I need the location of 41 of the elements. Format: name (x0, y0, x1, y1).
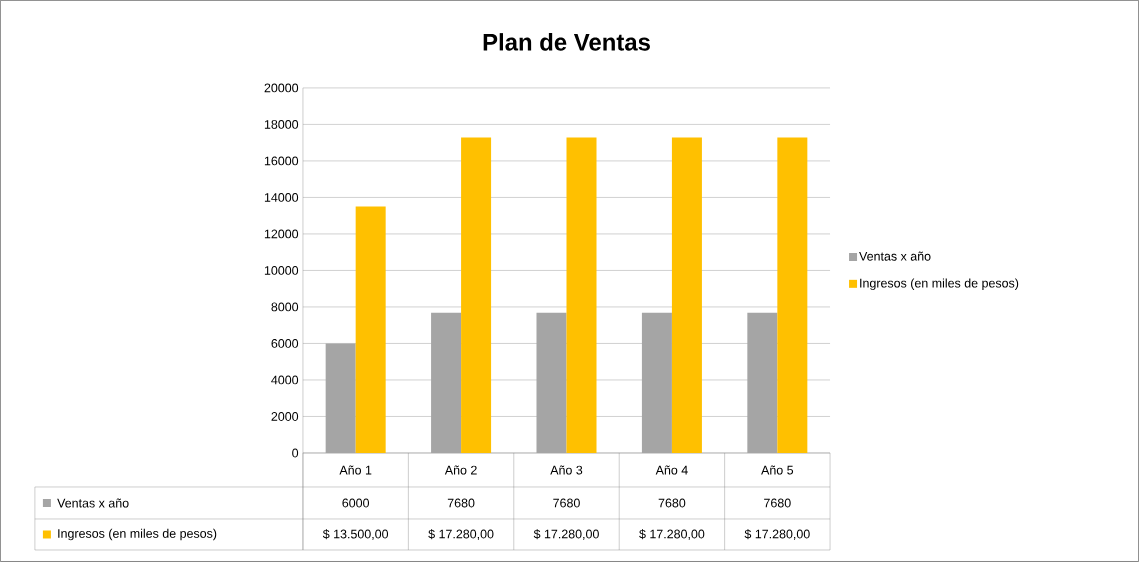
data-label: 7680 (553, 498, 580, 508)
x-tick-label: Año 2 (444, 465, 477, 475)
bar (671, 137, 702, 454)
data-label: $ 17.280,00 (639, 529, 705, 540)
y-tick-label: 0 (292, 448, 299, 458)
legend-label: Ventas x año (859, 251, 931, 261)
x-tick-label: Año 3 (550, 465, 583, 475)
data-label: $ 17.280,00 (744, 529, 810, 540)
legend-label: Ingresos (en miles de pesos) (860, 278, 1019, 291)
y-tick-label: 8000 (271, 302, 299, 312)
text: Ingresos (en miles de pesos) (58, 528, 217, 541)
bar (641, 312, 672, 454)
data-label: 7680 (447, 498, 475, 508)
y-tick-label: 20000 (264, 83, 299, 93)
data-label: $ 17.280,00 (428, 529, 494, 540)
data-label: 6000 (342, 498, 370, 508)
y-tick-label: 6000 (271, 339, 299, 348)
x-tick-label: Año 4 (655, 465, 688, 475)
text: Ventas x año (57, 498, 129, 508)
y-tick-label: 16000 (264, 156, 299, 166)
y-tick-label: 14000 (264, 193, 299, 202)
bar (777, 137, 808, 454)
y-tick-label: 2000 (271, 412, 299, 421)
y-tick-label: 10000 (264, 266, 299, 275)
data-label: $ 13.500,00 (322, 529, 389, 540)
chart-title: Plan de Ventas (483, 33, 650, 51)
bar (536, 312, 567, 454)
bar (431, 312, 462, 454)
bar (566, 137, 597, 454)
bar (461, 137, 492, 454)
bar (325, 343, 356, 454)
x-tick-label: Año 1 (339, 465, 372, 475)
y-tick-label: 18000 (264, 120, 299, 129)
y-tick-label: 4000 (271, 375, 299, 385)
data-label: $ 17.280,00 (533, 529, 599, 540)
data-label: 7680 (658, 498, 686, 508)
data-label: 7680 (764, 498, 791, 508)
bar (747, 312, 778, 454)
y-tick-label: 12000 (264, 229, 299, 239)
bar (355, 206, 386, 454)
x-tick-label: Año 5 (761, 465, 794, 475)
